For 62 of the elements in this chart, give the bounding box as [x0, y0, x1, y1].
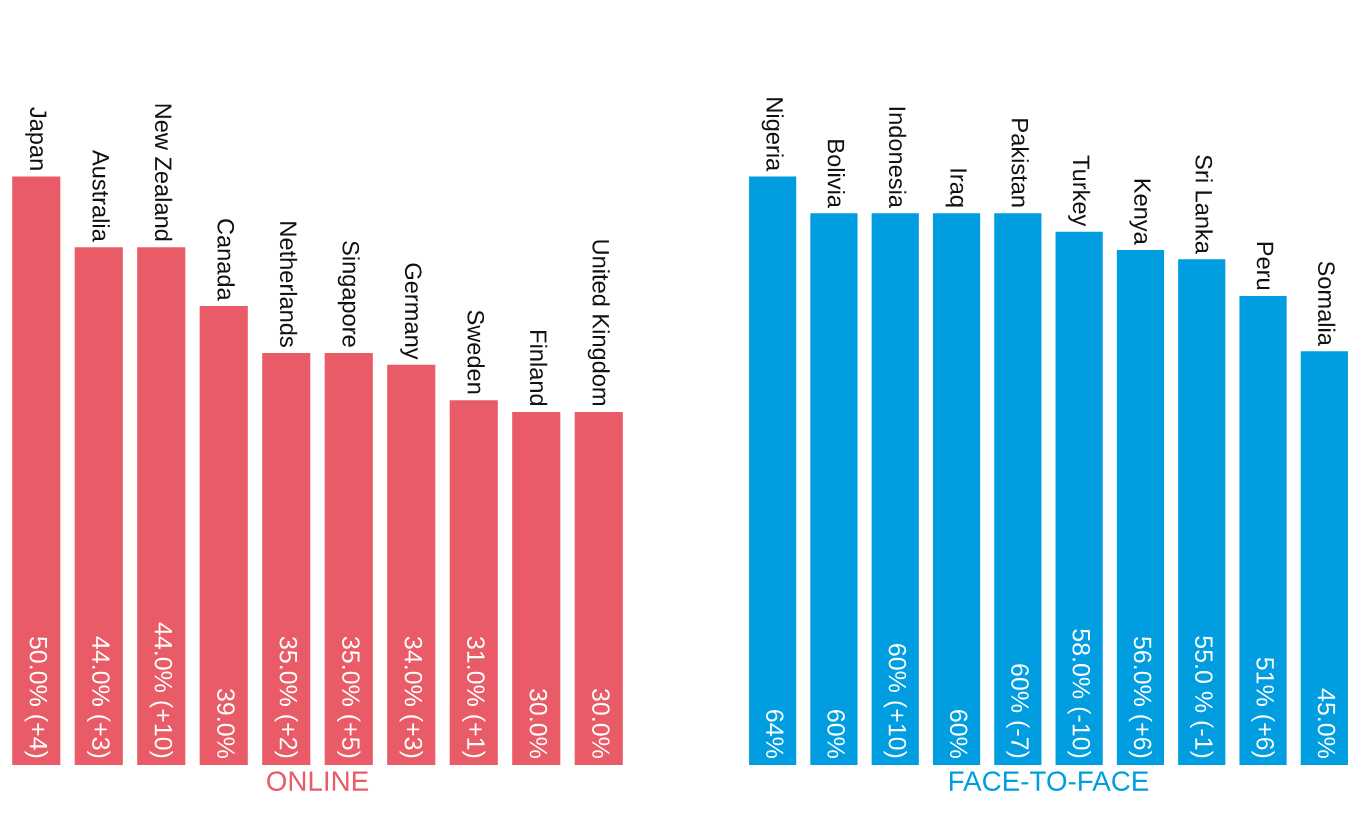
- data-label: 30.0%: [529, 688, 548, 758]
- data-label: 51% (+6): [1251, 657, 1275, 758]
- category-label: Singapore: [337, 241, 360, 347]
- bar: [1178, 259, 1226, 765]
- bar: [1116, 250, 1165, 765]
- data-label: 31.0% (+1): [462, 636, 486, 758]
- bar: [512, 411, 561, 765]
- bar: [994, 213, 1042, 765]
- bar: [749, 176, 797, 765]
- category-label: Kenya: [1129, 179, 1151, 245]
- bar: [1239, 296, 1287, 765]
- bar: [12, 176, 61, 765]
- category-label: Somalia: [1318, 261, 1336, 346]
- data-label: 50.0% (+4): [24, 636, 48, 758]
- bar: [932, 213, 981, 765]
- bar: [1300, 351, 1348, 765]
- x-axis-title: FACE-TO-FACE: [949, 771, 1149, 791]
- data-label: 60%: [827, 710, 845, 758]
- data-label: 45.0%: [1317, 688, 1336, 758]
- category-label: Sweden: [467, 310, 485, 394]
- data-label: 60%: [949, 710, 968, 758]
- bar: [1055, 231, 1103, 765]
- bar: [449, 400, 498, 765]
- bar: [574, 411, 623, 765]
- category-label: Canada: [217, 219, 235, 301]
- data-label: 58.0% (-10): [1067, 629, 1091, 758]
- data-label: 35.0% (+2): [274, 636, 298, 758]
- bar: [137, 247, 186, 765]
- bar: [199, 306, 248, 765]
- category-label: Iraq: [945, 169, 967, 207]
- bar: [324, 353, 373, 765]
- category-label: Peru: [1256, 242, 1274, 290]
- bar: [74, 247, 123, 765]
- bar: [871, 213, 919, 765]
- category-label: Nigeria: [761, 98, 784, 172]
- data-label: 55.0 % (-1): [1190, 636, 1214, 758]
- category-label: Finland: [529, 331, 548, 406]
- category-label: Pakistan: [1011, 119, 1029, 207]
- bar: [262, 353, 311, 765]
- category-label: Australia: [92, 149, 110, 242]
- category-label: Japan: [25, 107, 47, 170]
- category-label: Netherlands: [279, 222, 298, 347]
- data-label: 30.0%: [592, 688, 610, 758]
- data-label: 44.0% (+3): [87, 636, 111, 758]
- category-label: Germany: [400, 263, 422, 360]
- bar: [810, 213, 858, 765]
- data-label: 35.0% (+5): [337, 636, 361, 758]
- x-axis-title: ONLINE: [267, 771, 369, 791]
- data-label: 39.0%: [217, 688, 235, 758]
- data-label: 56.0% (+6): [1128, 636, 1153, 758]
- bar: [387, 364, 436, 765]
- category-label: United Kingdom: [587, 240, 610, 406]
- data-label: 64%: [765, 710, 784, 758]
- category-label: New Zealand: [154, 104, 173, 241]
- data-label: 60% (-7): [1006, 664, 1030, 758]
- data-label: 34.0% (+3): [399, 636, 423, 758]
- category-label: Indonesia: [888, 107, 907, 208]
- category-label: Sri Lanka: [1195, 155, 1213, 254]
- category-label: Bolivia: [827, 140, 845, 208]
- category-label: Turkey: [1068, 155, 1091, 227]
- data-label: 60% (+10): [883, 644, 907, 758]
- data-label: 44.0% (+10): [149, 622, 173, 758]
